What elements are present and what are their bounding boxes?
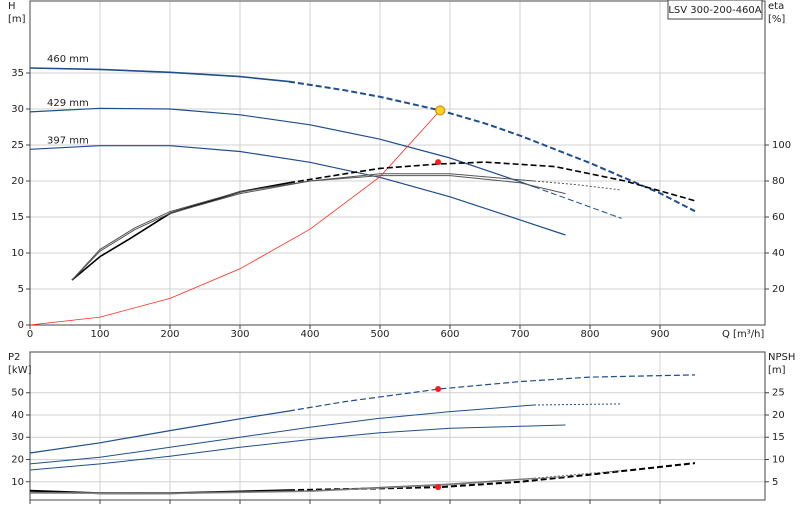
curve xyxy=(533,186,622,219)
chart-title: LSV 300-200-460A xyxy=(668,5,761,16)
curve xyxy=(29,424,566,471)
x-tick-label: 100 xyxy=(90,329,109,340)
y2-tick-label: 40 xyxy=(772,248,785,259)
y-tick-label: 25 xyxy=(11,140,24,151)
x-tick-label: 700 xyxy=(510,329,529,340)
operating-point xyxy=(435,385,442,392)
x-tick-label: 200 xyxy=(160,329,179,340)
y-tick-label: 20 xyxy=(11,176,24,187)
y2-axis-unit: [%] xyxy=(768,14,785,25)
y2-axis-label: eta xyxy=(768,1,784,12)
y2-tick-label: 20 xyxy=(772,410,785,421)
y-axis-unit: [kW] xyxy=(8,365,32,376)
curve xyxy=(29,145,566,236)
curve xyxy=(71,175,566,281)
y-tick-label: 30 xyxy=(11,432,24,443)
curve xyxy=(533,180,622,191)
y2-axis-label: NPSH xyxy=(768,352,795,363)
curve xyxy=(29,410,290,454)
y-axis-unit: [m] xyxy=(8,14,26,25)
x-axis-label: Q [m³/h] xyxy=(722,329,764,340)
operating-point xyxy=(435,484,442,491)
x-tick-label: 800 xyxy=(580,329,599,340)
y-tick-label: 5 xyxy=(18,284,24,295)
curve xyxy=(29,107,535,188)
curve xyxy=(533,470,622,479)
x-tick-label: 600 xyxy=(440,329,459,340)
y-tick-label: 0 xyxy=(18,320,24,331)
y-tick-label: 10 xyxy=(11,248,24,259)
y2-tick-label: 100 xyxy=(772,140,791,151)
operating-point xyxy=(435,159,442,166)
curve xyxy=(29,477,535,494)
curve xyxy=(29,110,441,326)
curve xyxy=(288,161,696,202)
y-tick-label: 15 xyxy=(11,212,24,223)
title-box xyxy=(667,0,763,20)
curve xyxy=(29,475,566,495)
plot-area xyxy=(30,1,765,325)
curve xyxy=(71,173,535,281)
y2-tick-label: 20 xyxy=(772,284,785,295)
curve-label: 460 mm xyxy=(47,54,89,65)
x-tick-label: 0 xyxy=(27,329,33,340)
y-tick-label: 50 xyxy=(11,388,24,399)
y2-tick-label: 10 xyxy=(772,454,785,465)
y2-tick-label: 80 xyxy=(772,176,785,187)
y2-tick-label: 15 xyxy=(772,432,785,443)
curve xyxy=(288,80,696,213)
y2-axis-unit: [m] xyxy=(768,365,786,376)
y-tick-label: 40 xyxy=(11,410,24,421)
x-tick-label: 300 xyxy=(230,329,249,340)
x-tick-label: 500 xyxy=(370,329,389,340)
curve xyxy=(29,404,535,465)
y-tick-label: 10 xyxy=(11,477,24,488)
plot-frame xyxy=(29,351,766,501)
y-axis-label: H xyxy=(8,1,16,12)
plot-frame xyxy=(29,0,766,326)
y2-tick-label: 5 xyxy=(772,477,778,488)
x-tick-label: 900 xyxy=(650,329,669,340)
operating-point xyxy=(435,105,446,116)
y2-tick-label: 60 xyxy=(772,212,785,223)
y2-tick-label: 25 xyxy=(772,388,785,399)
curve-label: 397 mm xyxy=(47,135,89,146)
curve xyxy=(288,374,696,412)
x-tick-label: 400 xyxy=(300,329,319,340)
y-tick-label: 30 xyxy=(11,104,24,115)
curve xyxy=(533,403,622,406)
y-axis-label: P2 xyxy=(8,352,20,363)
y-tick-label: 20 xyxy=(11,454,24,465)
curve-label: 429 mm xyxy=(47,98,89,109)
y-tick-label: 35 xyxy=(11,68,24,79)
curve xyxy=(29,67,290,83)
plot-area xyxy=(30,352,765,500)
